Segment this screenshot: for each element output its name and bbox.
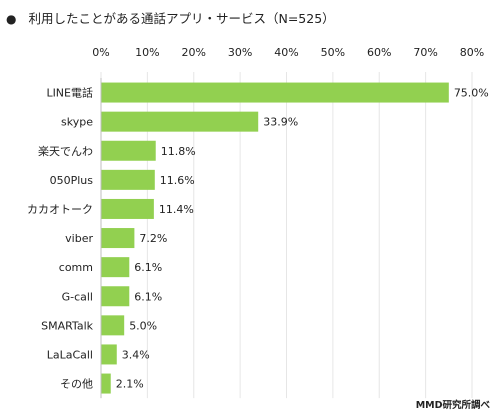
category-label: 050Plus xyxy=(50,174,94,187)
bar xyxy=(101,198,154,219)
value-label: 11.8% xyxy=(161,145,196,158)
title-text: 利用したことがある通話アプリ・サービス（N=525） xyxy=(28,11,335,26)
bar xyxy=(101,169,155,190)
category-label: SMARTalk xyxy=(41,319,94,332)
value-label: 33.9% xyxy=(263,116,298,129)
bar xyxy=(101,344,117,365)
x-tick-label: 40% xyxy=(274,46,298,59)
x-tick-label: 30% xyxy=(228,46,252,59)
bar xyxy=(101,82,449,103)
x-tick-label: 50% xyxy=(321,46,345,59)
title-bullet: ● xyxy=(6,12,17,26)
bar xyxy=(101,373,111,394)
x-tick-label: 20% xyxy=(182,46,206,59)
category-label: その他 xyxy=(60,378,93,391)
x-tick-label: 80% xyxy=(460,46,484,59)
category-label: カカオトーク xyxy=(27,203,93,216)
bar xyxy=(101,111,259,132)
source-note: MMD研究所調べ xyxy=(415,400,490,411)
x-tick-label: 0% xyxy=(92,46,109,59)
value-label: 75.0% xyxy=(454,87,489,100)
category-label: G-call xyxy=(62,290,93,303)
category-label: viber xyxy=(65,232,93,245)
x-tick-label: 10% xyxy=(135,46,159,59)
bar xyxy=(101,257,130,278)
value-label: 7.2% xyxy=(139,232,167,245)
value-label: 2.1% xyxy=(116,378,144,391)
value-label: 6.1% xyxy=(134,261,162,274)
x-tick-label: 70% xyxy=(413,46,437,59)
category-label: LaLaCall xyxy=(47,348,93,361)
bar xyxy=(101,286,130,307)
value-label: 6.1% xyxy=(134,290,162,303)
category-label: LINE電話 xyxy=(46,86,93,100)
value-label: 5.0% xyxy=(129,319,157,332)
bar xyxy=(101,140,156,161)
category-label: 楽天でんわ xyxy=(38,145,93,158)
category-label: skype xyxy=(61,116,93,129)
value-label: 3.4% xyxy=(122,348,150,361)
x-tick-label: 60% xyxy=(367,46,391,59)
category-label: comm xyxy=(59,261,93,274)
bar xyxy=(101,228,135,249)
chart-title: ● 利用したことがある通話アプリ・サービス（N=525） xyxy=(6,8,335,27)
bar xyxy=(101,315,125,336)
value-label: 11.6% xyxy=(160,174,195,187)
value-label: 11.4% xyxy=(159,203,194,216)
